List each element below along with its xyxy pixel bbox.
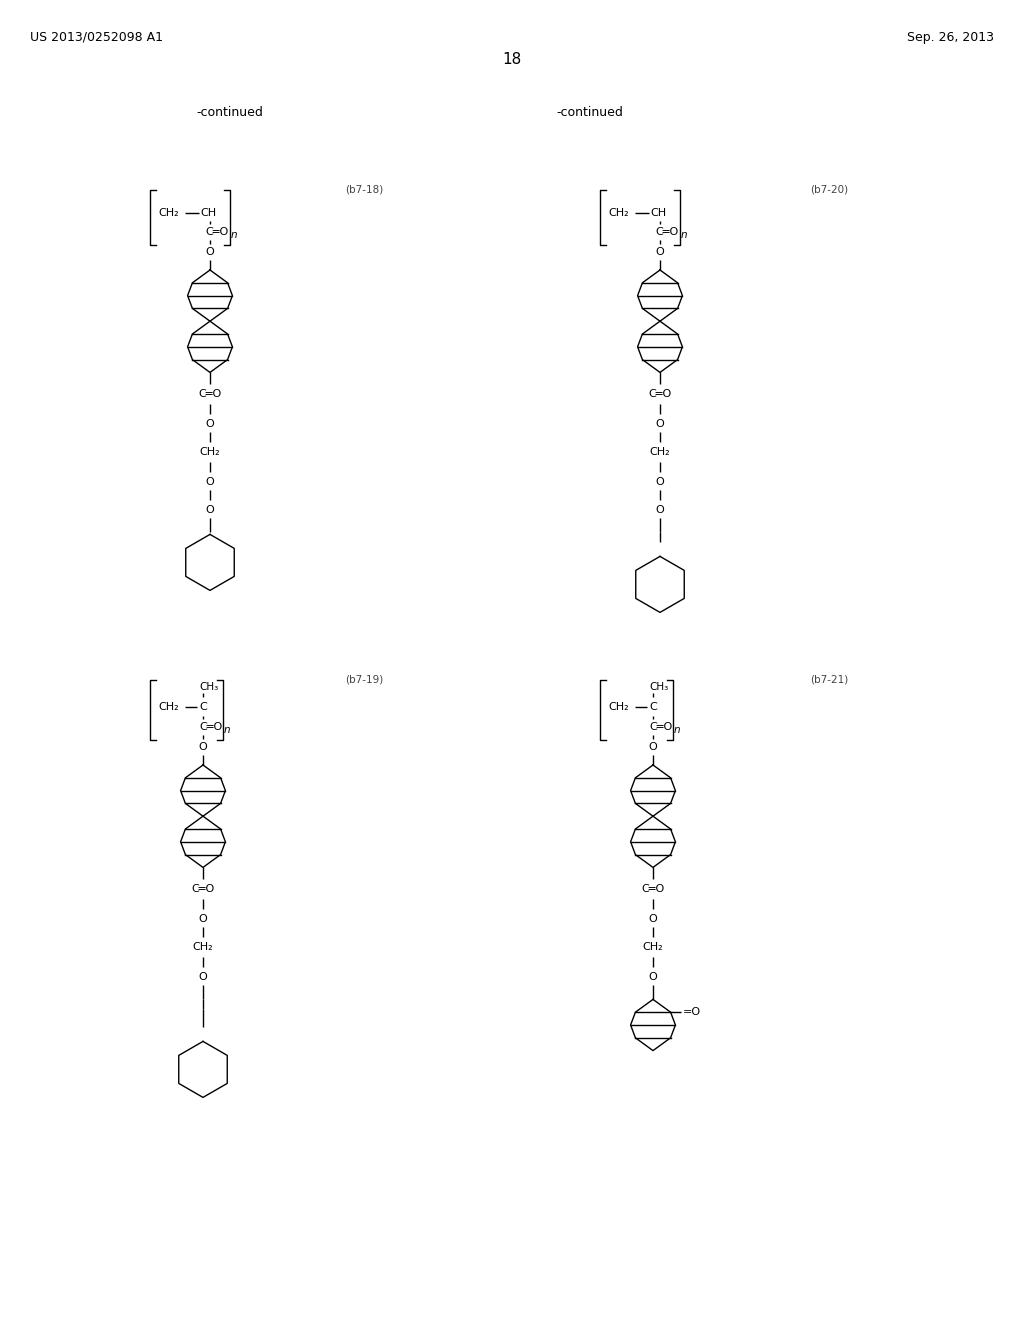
Text: CH: CH (650, 209, 667, 218)
Text: C═O: C═O (641, 884, 665, 895)
Text: 18: 18 (503, 53, 521, 67)
Text: CH₂: CH₂ (608, 702, 629, 711)
Text: CH₂: CH₂ (200, 447, 220, 458)
Text: C═O: C═O (648, 389, 672, 400)
Text: C: C (649, 702, 656, 711)
Text: O: O (199, 915, 208, 924)
Text: (b7-20): (b7-20) (810, 185, 848, 195)
Text: CH₃: CH₃ (199, 682, 218, 692)
Text: O: O (655, 420, 665, 429)
Text: CH: CH (200, 209, 216, 218)
Text: C═O: C═O (199, 722, 222, 733)
Text: n: n (674, 725, 681, 735)
Text: O: O (199, 742, 208, 752)
Text: -continued: -continued (197, 106, 263, 119)
Text: O: O (655, 478, 665, 487)
Text: (b7-21): (b7-21) (810, 675, 848, 685)
Text: CH₃: CH₃ (649, 682, 669, 692)
Text: C═O: C═O (191, 884, 215, 895)
Text: (b7-19): (b7-19) (345, 675, 383, 685)
Text: O: O (206, 506, 214, 515)
Text: CH₂: CH₂ (608, 209, 629, 218)
Text: Sep. 26, 2013: Sep. 26, 2013 (907, 30, 994, 44)
Text: US 2013/0252098 A1: US 2013/0252098 A1 (30, 30, 163, 44)
Text: O: O (206, 247, 214, 257)
Text: C═O: C═O (649, 722, 672, 733)
Text: O: O (655, 247, 665, 257)
Text: O: O (199, 973, 208, 982)
Text: CH₂: CH₂ (649, 447, 671, 458)
Text: n: n (224, 725, 230, 735)
Text: O: O (206, 478, 214, 487)
Text: O: O (206, 420, 214, 429)
Text: (b7-18): (b7-18) (345, 185, 383, 195)
Text: C═O: C═O (199, 389, 221, 400)
Text: CH₂: CH₂ (643, 942, 664, 953)
Text: O: O (655, 506, 665, 515)
Text: -continued: -continued (557, 106, 624, 119)
Text: C: C (199, 702, 207, 711)
Text: n: n (681, 230, 688, 240)
Text: O: O (648, 915, 657, 924)
Text: n: n (231, 230, 238, 240)
Text: =O: =O (683, 1007, 700, 1018)
Text: C═O: C═O (205, 227, 228, 238)
Text: C═O: C═O (655, 227, 678, 238)
Text: CH₂: CH₂ (158, 209, 178, 218)
Text: CH₂: CH₂ (158, 702, 178, 711)
Text: O: O (648, 742, 657, 752)
Text: O: O (648, 973, 657, 982)
Text: CH₂: CH₂ (193, 942, 213, 953)
